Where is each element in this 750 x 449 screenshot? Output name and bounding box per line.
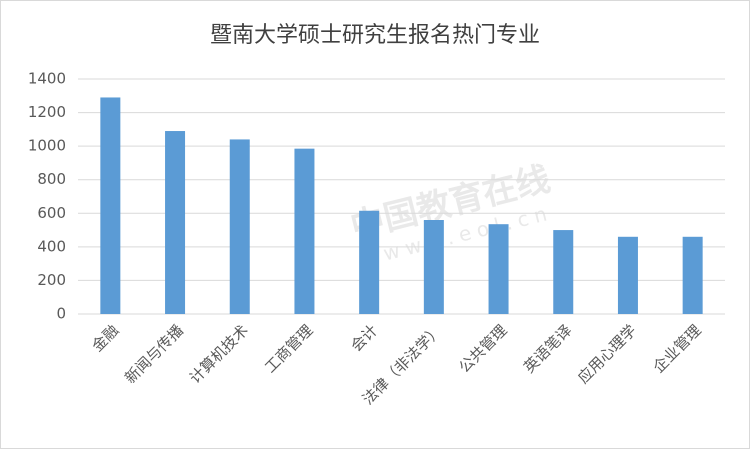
y-tick-label: 200: [37, 271, 66, 289]
bar: [553, 230, 574, 314]
y-tick-label: 400: [37, 237, 66, 255]
y-tick-label: 600: [37, 204, 66, 222]
y-tick-label: 800: [37, 170, 66, 188]
bar: [100, 97, 121, 314]
y-tick-label: 1400: [28, 70, 66, 88]
bar: [165, 131, 186, 314]
y-tick-label: 1000: [28, 137, 66, 155]
bar: [359, 210, 380, 314]
chart-title: 暨南大学硕士研究生报名热门专业: [210, 23, 540, 48]
y-tick-label: 0: [56, 305, 66, 323]
bar: [229, 139, 250, 314]
bar: [294, 148, 315, 314]
y-tick-label: 1200: [28, 103, 66, 121]
bar: [488, 224, 509, 314]
bar: [423, 220, 444, 314]
bar: [617, 236, 638, 314]
bar: [682, 236, 703, 314]
